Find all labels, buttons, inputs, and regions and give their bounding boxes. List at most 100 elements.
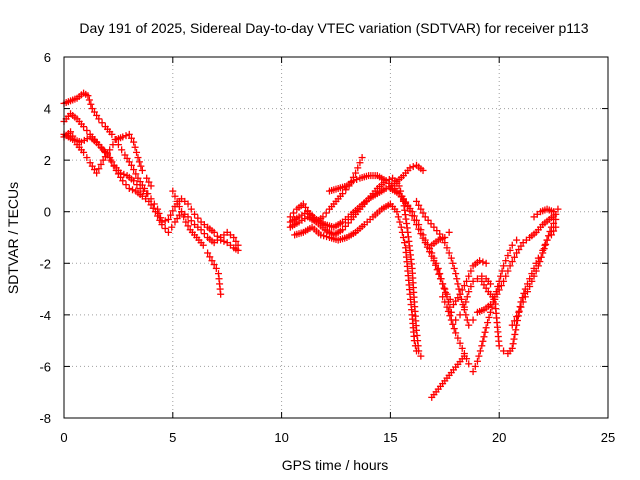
data-point	[410, 216, 418, 224]
data-point	[469, 277, 477, 285]
data-point	[542, 240, 550, 248]
data-point	[106, 146, 114, 154]
data-point	[417, 230, 425, 238]
data-point	[456, 290, 464, 298]
data-point	[419, 209, 427, 217]
data-point	[478, 342, 486, 350]
data-point	[182, 218, 190, 226]
data-point	[445, 228, 453, 236]
data-point	[397, 223, 405, 231]
data-point	[458, 286, 466, 294]
data-point	[208, 257, 216, 265]
data-point	[167, 211, 175, 219]
data-point	[84, 92, 92, 100]
data-point	[184, 222, 192, 230]
data-point	[133, 148, 141, 156]
data-point	[132, 170, 140, 178]
data-point	[410, 337, 418, 345]
data-point	[396, 218, 404, 226]
data-point	[151, 208, 159, 216]
data-point	[404, 203, 412, 211]
data-point	[436, 275, 444, 283]
data-point	[441, 234, 449, 241]
data-point	[476, 257, 484, 265]
data-point	[178, 208, 186, 216]
data-point	[187, 217, 195, 225]
data-point	[398, 228, 406, 236]
data-point	[520, 289, 528, 297]
data-point	[460, 306, 468, 314]
data-point	[399, 234, 407, 241]
data-point	[395, 182, 403, 190]
data-point	[506, 262, 514, 270]
data-point	[450, 325, 458, 333]
data-point	[85, 96, 93, 104]
data-point	[540, 245, 548, 253]
data-point	[413, 221, 421, 229]
data-point	[234, 241, 242, 249]
data-point	[423, 243, 431, 251]
plot-frame	[63, 56, 609, 419]
data-point	[498, 267, 506, 275]
y-tick-label: 6	[44, 50, 51, 65]
data-point	[354, 164, 362, 172]
data-point	[187, 205, 195, 213]
data-point	[164, 228, 172, 236]
data-point	[480, 333, 488, 341]
data-point	[486, 280, 494, 288]
data-point	[443, 244, 451, 252]
data-point	[546, 227, 554, 235]
data-point	[482, 259, 490, 267]
y-axis-label: SDTVAR / TECUs	[5, 182, 21, 294]
data-point	[454, 334, 462, 342]
data-point	[536, 258, 544, 266]
data-point	[543, 236, 551, 244]
data-point	[485, 313, 493, 321]
data-point	[486, 308, 494, 316]
data-point	[130, 138, 138, 146]
data-point	[131, 143, 139, 151]
data-point	[408, 212, 416, 220]
data-point	[430, 257, 438, 265]
data-point	[127, 161, 135, 169]
data-point	[488, 303, 496, 311]
data-point	[547, 223, 555, 231]
data-point	[500, 262, 508, 270]
data-point	[122, 181, 130, 189]
data-point	[550, 208, 558, 216]
data-point	[519, 298, 527, 306]
data-point	[168, 223, 176, 231]
data-point	[467, 267, 475, 275]
y-tick-label: 2	[44, 153, 51, 168]
data-point	[473, 275, 481, 283]
data-point	[133, 181, 141, 189]
data-point	[138, 166, 146, 174]
data-point	[479, 337, 487, 345]
data-point	[130, 166, 138, 174]
data-point	[510, 317, 518, 325]
data-point	[200, 230, 208, 238]
data-point	[460, 282, 468, 290]
data-point	[443, 303, 451, 311]
data-point	[513, 236, 521, 244]
data-point	[497, 282, 505, 290]
data-point	[506, 246, 514, 254]
data-point	[204, 249, 212, 257]
data-point	[508, 258, 516, 266]
data-point	[194, 214, 202, 222]
grid	[64, 57, 608, 418]
data-point	[156, 216, 164, 224]
data-point	[127, 134, 135, 142]
data-point	[145, 178, 153, 186]
data-point	[467, 282, 475, 290]
data-point	[349, 177, 357, 185]
data-point	[428, 252, 436, 260]
data-point	[539, 249, 547, 257]
y-tick-label: -2	[39, 256, 51, 271]
data-point	[510, 335, 518, 343]
data-point	[119, 133, 127, 141]
x-tick-label: 0	[60, 430, 67, 445]
data-point	[441, 285, 449, 293]
data-point	[212, 264, 220, 272]
